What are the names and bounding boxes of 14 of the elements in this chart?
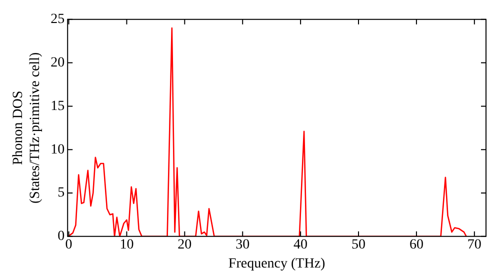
y-tick-label: 15 xyxy=(50,98,65,114)
x-tick-label: 50 xyxy=(352,237,366,252)
y-tick-label: 20 xyxy=(50,55,65,70)
y-tick-label: 5 xyxy=(58,186,65,201)
x-tick-label: 10 xyxy=(120,237,134,252)
x-tick-label: 30 xyxy=(236,237,250,252)
y-tick-label: 10 xyxy=(50,142,65,158)
x-tick-label: 60 xyxy=(409,237,424,252)
x-tick-label: 70 xyxy=(467,237,482,252)
x-tick-label: 40 xyxy=(294,237,308,252)
x-tick-label: 20 xyxy=(178,237,192,252)
y-tick-label: 25 xyxy=(50,12,65,28)
y-axis-title: Phonon DOS (States/THz·primitive cell) xyxy=(11,52,43,204)
x-axis-title: Frequency (THz) xyxy=(228,256,326,272)
